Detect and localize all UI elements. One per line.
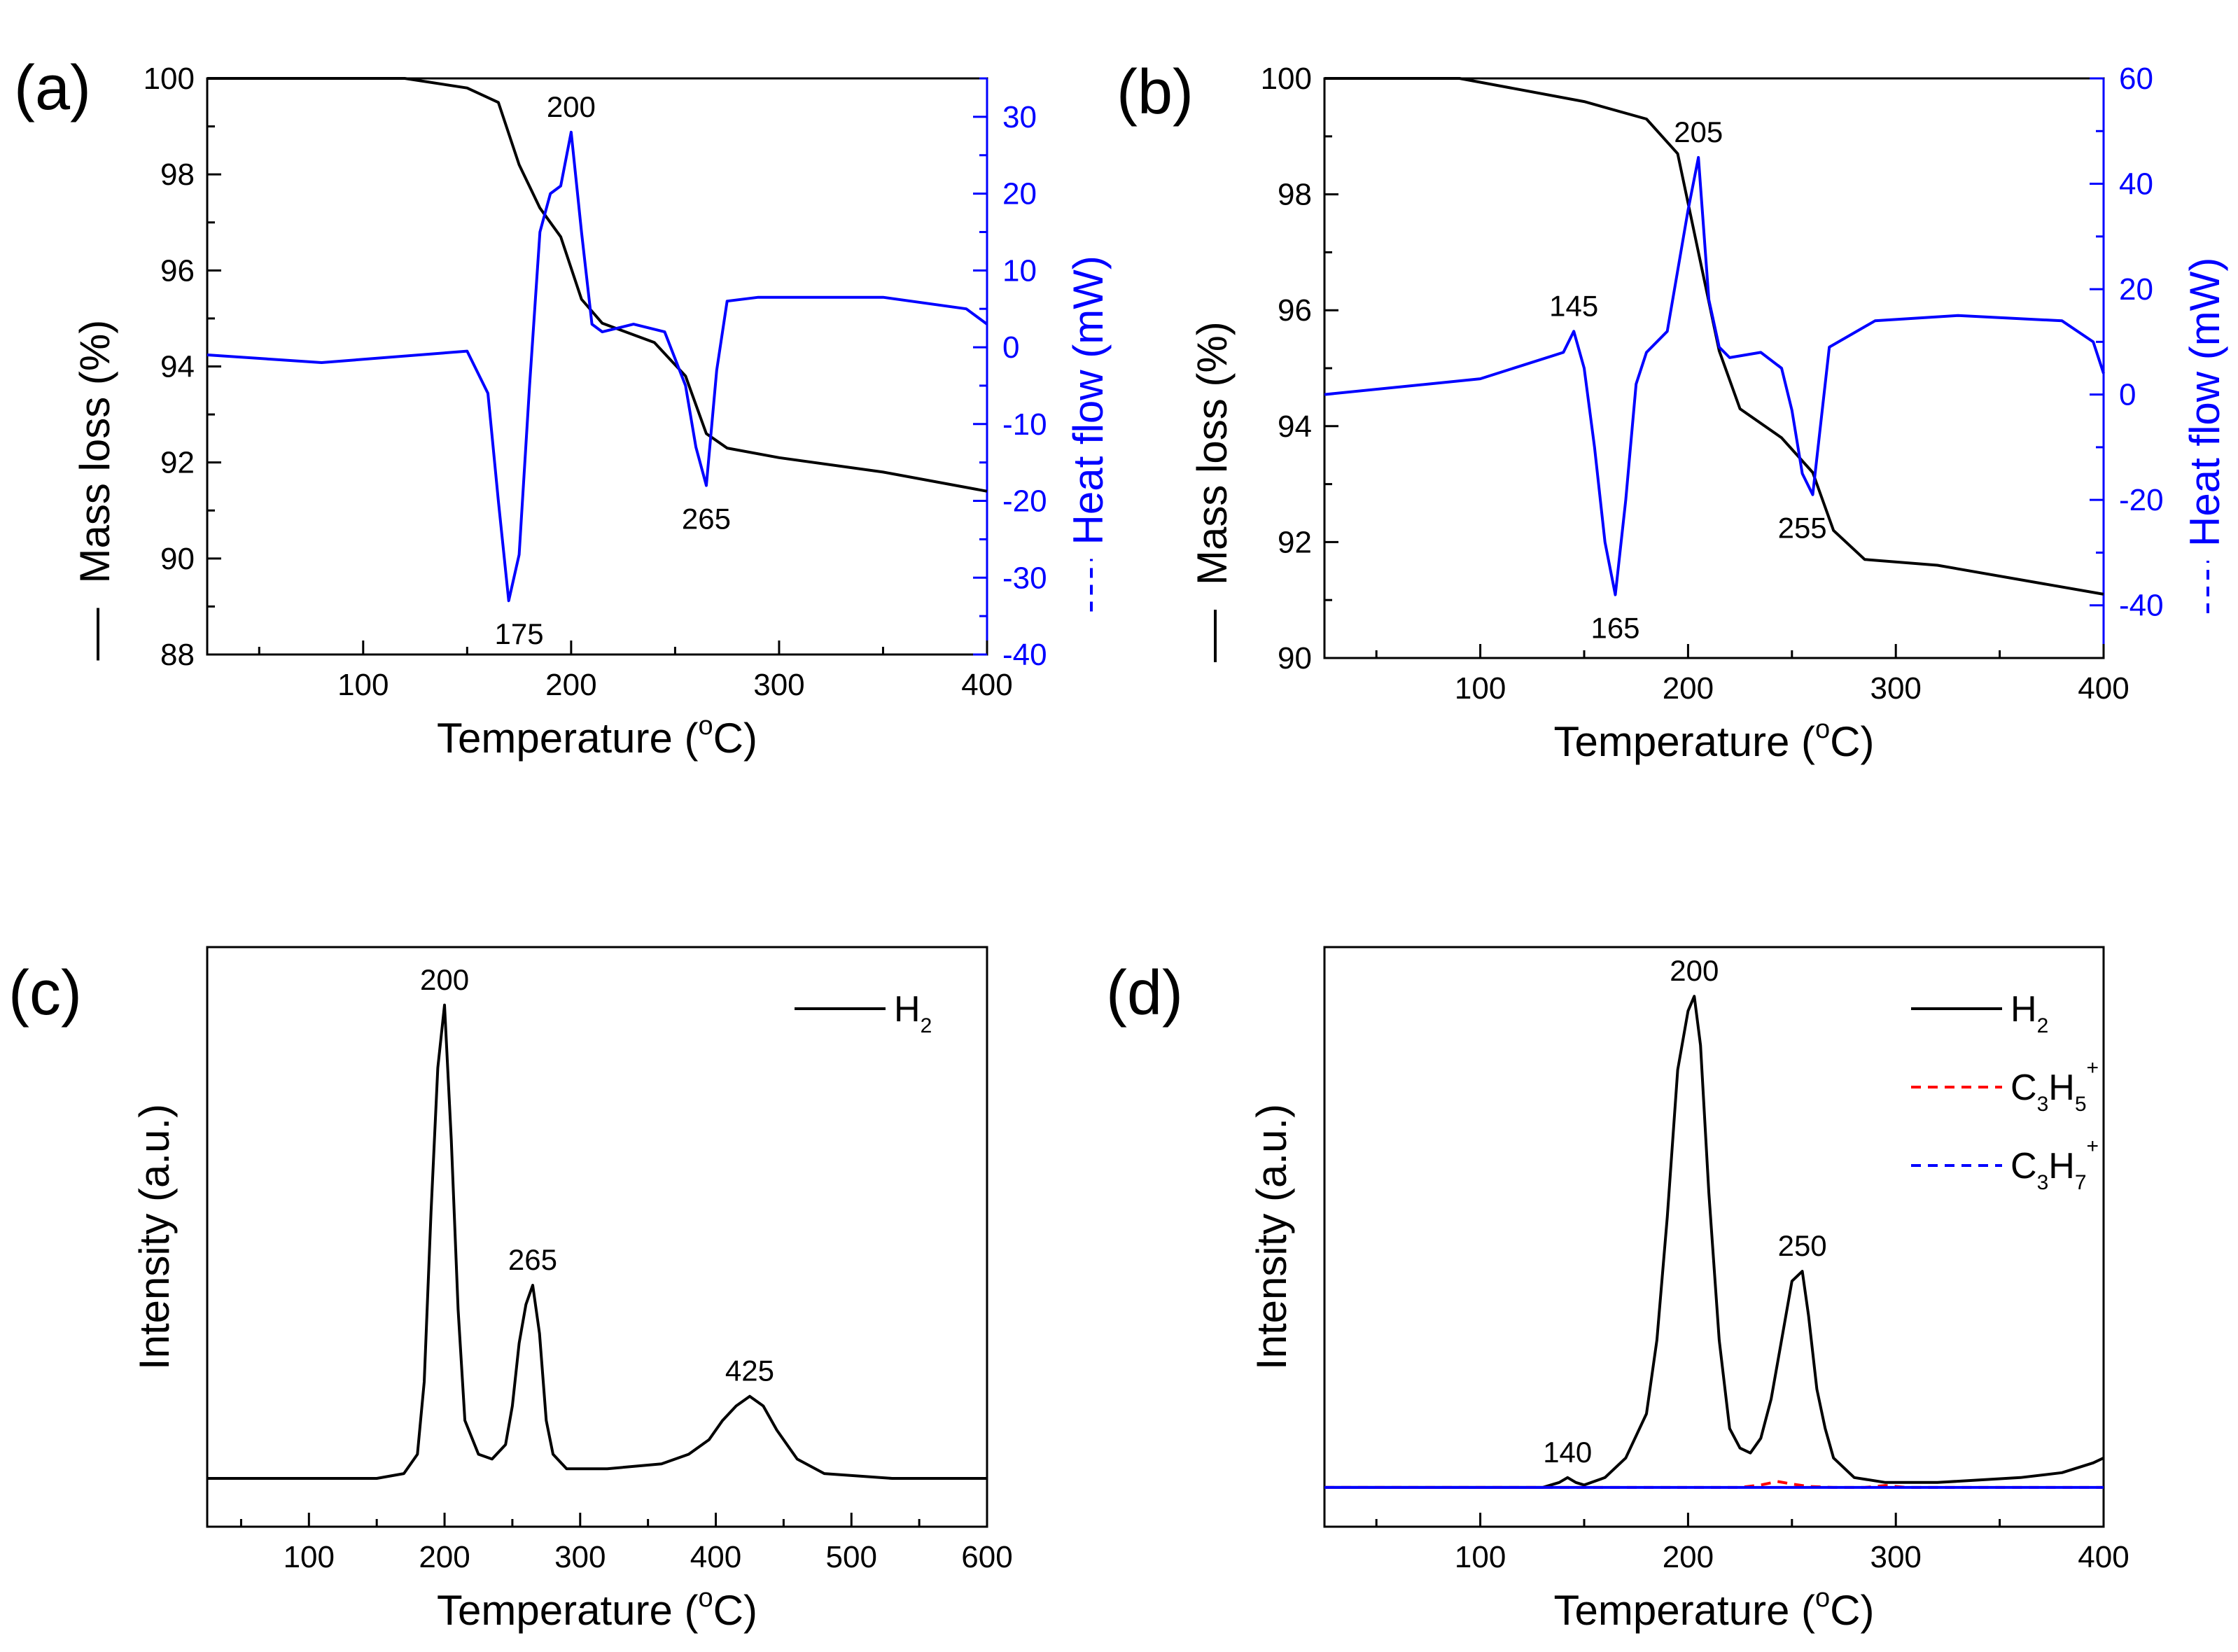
- y-left-axis-title: Intensity (a.u.): [1248, 1104, 1295, 1370]
- series-heatflow: [207, 130, 988, 603]
- y-left-tick-label: 88: [160, 638, 195, 672]
- y-right-tick-label: -40: [1002, 638, 1047, 672]
- legend-label: H2: [2010, 989, 2048, 1037]
- peak-label: 145: [1549, 289, 1598, 322]
- series-h2: [1324, 995, 2104, 1489]
- x-axis-title: Temperature (oC): [1554, 1583, 1875, 1634]
- y-left-tick-label: 98: [160, 158, 195, 192]
- plot-frame: [206, 77, 988, 656]
- y-right-tick-label: 10: [1002, 253, 1037, 288]
- y-right-tick-label: 20: [1002, 177, 1037, 211]
- panel-c: (c) 100 200 300 400 500 600 Temperature (oC) Int…: [8, 946, 1013, 1634]
- series-massloss: [1324, 77, 2104, 596]
- series-c3h5: [1324, 1480, 2104, 1489]
- legend-label: C3H7+: [2010, 1135, 2099, 1194]
- x-tick-label: 300: [1870, 1540, 1921, 1574]
- y-left-tick-label: 98: [1278, 178, 1312, 212]
- y-right-tick-label: -40: [2119, 589, 2164, 623]
- plot-frame: [1323, 77, 2105, 659]
- series-heatflow: [1324, 155, 2105, 596]
- x-axis-title: Temperature (oC): [437, 1583, 757, 1634]
- y-left-axis-title: Mass loss (%): [1189, 321, 1236, 662]
- x-tick-label: 100: [1455, 1540, 1506, 1574]
- y-left-title-text: Intensity (a.u.): [131, 1104, 178, 1370]
- plot-frame: [206, 946, 988, 1528]
- y-left-axis-title: Mass loss (%): [71, 320, 118, 661]
- y-left-tick-label: 100: [1261, 62, 1312, 96]
- x-tick-label: 100: [1455, 671, 1506, 706]
- y-right-tick-label: 40: [2119, 167, 2153, 202]
- legend-label: H2: [894, 989, 932, 1037]
- peak-label: 265: [682, 503, 731, 536]
- y-left-tick-label: 92: [160, 446, 195, 480]
- y-left-axis-title: Intensity (a.u.): [131, 1104, 178, 1370]
- y-left-title-text: Intensity (a.u.): [1248, 1104, 1295, 1370]
- legend-label: C3H5+: [2010, 1056, 2099, 1116]
- y-right-title-text: Heat flow (mW): [2181, 258, 2228, 547]
- y-right-tick-label: -20: [1002, 484, 1047, 519]
- peak-label: 265: [508, 1243, 557, 1276]
- x-tick-label: 200: [419, 1540, 470, 1574]
- x-tick-label: 400: [961, 668, 1012, 702]
- y-right-tick-label: 0: [1002, 330, 1019, 365]
- panel-label: (c): [8, 958, 82, 1028]
- y-left-tick-label: 96: [1278, 293, 1312, 328]
- panel-label: (b): [1117, 57, 1194, 127]
- x-axis-title: Temperature (oC): [1554, 715, 1875, 765]
- x-tick-label: 200: [1663, 1540, 1714, 1574]
- peak-label: 200: [420, 963, 469, 996]
- y-right-title-text: Heat flow (mW): [1065, 255, 1112, 545]
- peak-label: 250: [1778, 1229, 1827, 1262]
- x-tick-label: 200: [1663, 671, 1714, 706]
- series-h2: [207, 1003, 987, 1480]
- y-left-tick-label: 92: [1278, 525, 1312, 559]
- y-left-title-text: Mass loss (%): [1189, 321, 1236, 585]
- x-tick-label: 100: [284, 1540, 335, 1574]
- y-left-tick-label: 96: [160, 253, 195, 288]
- peak-label: 200: [547, 90, 596, 123]
- peak-label: 425: [725, 1354, 774, 1387]
- x-tick-label: 400: [690, 1540, 741, 1574]
- y-right-tick-label: -30: [1002, 561, 1047, 595]
- y-left-tick-label: 94: [160, 350, 195, 384]
- y-right-axis-title: Heat flow (mW): [1065, 255, 1112, 612]
- peak-label: 200: [1670, 954, 1719, 987]
- peak-label: 175: [495, 617, 544, 650]
- y-left-tick-label: 94: [1278, 410, 1312, 444]
- y-left-tick-label: 90: [160, 542, 195, 576]
- panel-d: (d) 100 200 300 400 Temperature (oC) Intensity…: [1106, 946, 2129, 1634]
- peak-label: 165: [1590, 612, 1639, 645]
- x-tick-label: 400: [2078, 1540, 2129, 1574]
- x-tick-label: 400: [2078, 671, 2129, 706]
- plot-frame: [1323, 946, 2105, 1528]
- x-tick-label: 300: [1870, 671, 1921, 706]
- y-left-tick-label: 90: [1278, 641, 1312, 676]
- y-left-title-text: Mass loss (%): [71, 320, 118, 584]
- peak-label: 140: [1543, 1436, 1592, 1469]
- y-right-tick-label: 0: [2119, 378, 2136, 412]
- y-right-tick-label: 20: [2119, 272, 2153, 307]
- y-left-tick-label: 100: [144, 62, 195, 96]
- x-tick-label: 500: [826, 1540, 877, 1574]
- y-right-axis-title: Heat flow (mW): [2181, 258, 2228, 613]
- x-tick-label: 600: [961, 1540, 1012, 1574]
- x-tick-label: 300: [753, 668, 804, 702]
- series-massloss: [207, 77, 988, 493]
- x-tick-label: 100: [337, 668, 389, 702]
- panel-label: (a): [14, 53, 91, 123]
- x-axis-title: Temperature (oC): [437, 711, 757, 762]
- peak-label: 255: [1778, 512, 1827, 545]
- y-right-tick-label: -10: [1002, 407, 1047, 442]
- y-right-tick-label: 60: [2119, 62, 2153, 96]
- panel-label: (d): [1106, 958, 1183, 1028]
- y-right-tick-label: 30: [1002, 100, 1037, 134]
- x-tick-label: 200: [545, 668, 596, 702]
- y-right-tick-label: -20: [2119, 483, 2164, 517]
- x-tick-label: 300: [554, 1540, 606, 1574]
- peak-label: 205: [1674, 115, 1723, 148]
